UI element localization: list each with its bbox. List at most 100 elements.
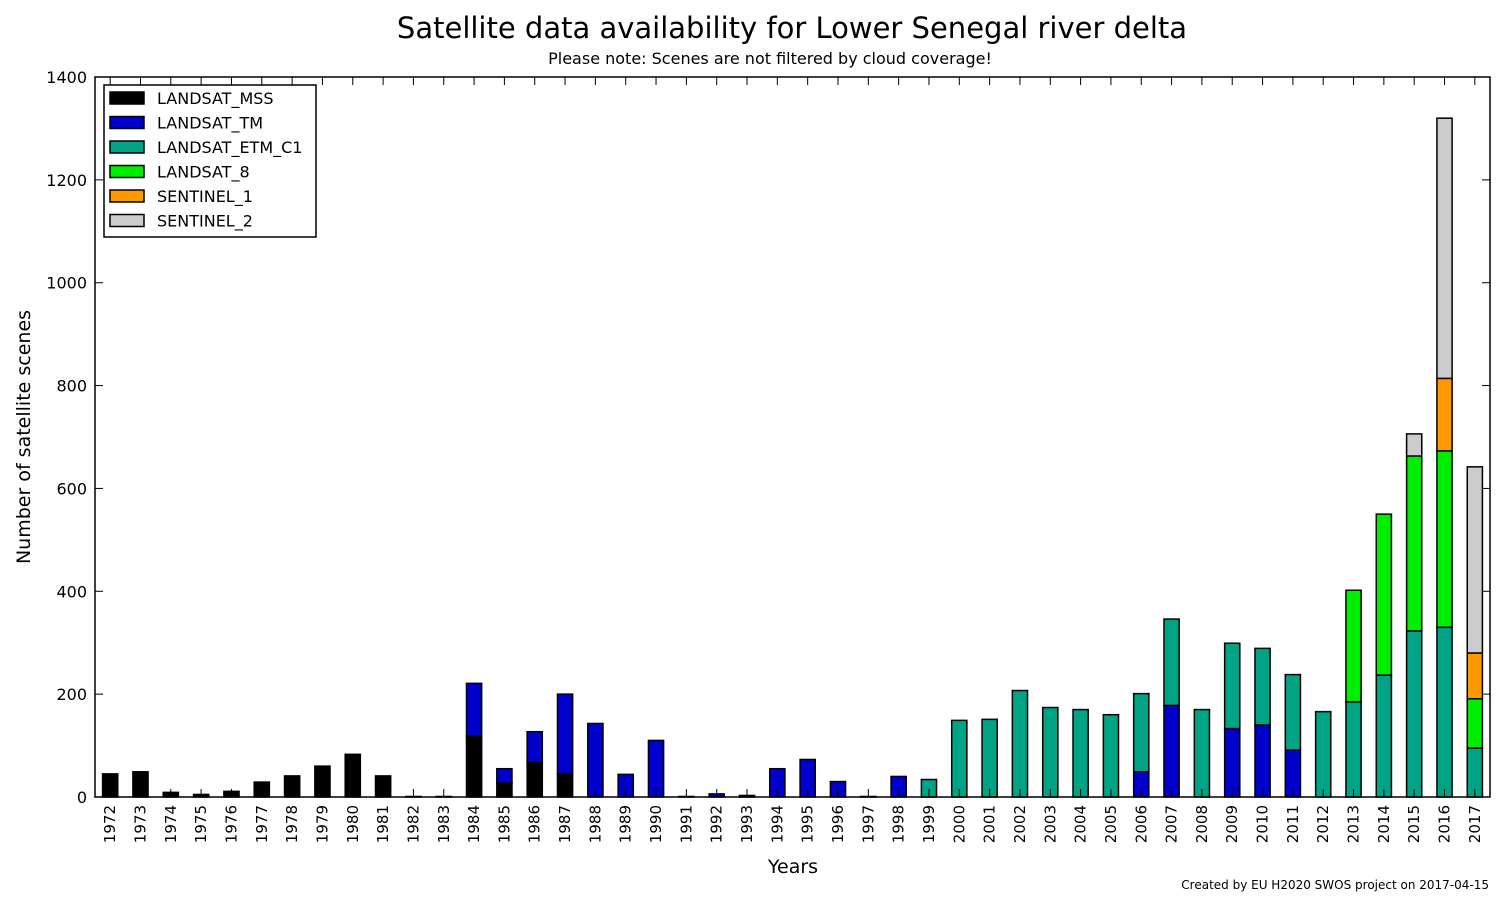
legend-label-landsat-etm-c1: LANDSAT_ETM_C1 — [157, 138, 302, 158]
bar-landsat-etm-c1-2013 — [1345, 701, 1362, 798]
x-tick-label: 1999 — [920, 805, 938, 843]
x-axis: 1972 1973 1974 1975 1976 1977 1978 1979 1980 1981… — [101, 77, 1484, 843]
bar-landsat-etm-c1-2010 — [1254, 647, 1271, 726]
bar-landsat-etm-c1-2005 — [1102, 713, 1120, 798]
x-tick-label: 2010 — [1254, 805, 1272, 843]
x-tick-label: 1988 — [586, 805, 604, 843]
x-tick-label: 1996 — [829, 805, 847, 843]
x-tick-label: 2004 — [1072, 805, 1090, 843]
x-tick-label: 1980 — [344, 805, 362, 843]
bar-landsat-tm-1987 — [556, 693, 574, 775]
bar-landsat-tm-1990 — [647, 739, 665, 798]
x-tick-label: 1972 — [101, 805, 119, 843]
x-tick-label: 1973 — [131, 805, 149, 843]
x-tick-label: 1978 — [283, 805, 301, 843]
legend-label-sentinel-1: SENTINEL_1 — [157, 187, 253, 207]
legend-frame — [103, 84, 317, 238]
bar-landsat-etm-c1-2011 — [1284, 673, 1302, 751]
bar-landsat-tm-2007 — [1163, 704, 1180, 798]
x-tick-label: 1975 — [192, 805, 210, 843]
bar-landsat-tm-2010 — [1254, 724, 1271, 798]
legend-label-landsat-mss: LANDSAT_MSS — [157, 89, 274, 109]
bar-landsat-8-2016 — [1436, 450, 1453, 629]
bar-landsat-etm-c1-2009 — [1223, 642, 1241, 730]
legend-swatch-sentinel-1 — [109, 189, 145, 203]
bar-landsat-8-2017 — [1466, 698, 1484, 749]
x-tick-label: 1987 — [556, 805, 574, 843]
x-tick-label: 2017 — [1466, 805, 1484, 843]
x-tick-label: 2014 — [1375, 805, 1393, 843]
bar-landsat-tm-1986 — [526, 730, 544, 764]
x-tick-label: 1981 — [374, 805, 392, 843]
y-tick-label: 800 — [56, 377, 87, 396]
bar-landsat-mss-1984 — [465, 735, 483, 798]
legend-swatch-sentinel-2 — [109, 213, 145, 228]
bar-landsat-tm-1985 — [496, 767, 513, 784]
bar-landsat-etm-c1-2004 — [1072, 708, 1089, 798]
x-tick-label: 1986 — [526, 805, 544, 843]
x-tick-label: 2001 — [981, 805, 999, 843]
x-tick-label: 1994 — [768, 805, 786, 843]
y-tick-label: 200 — [56, 685, 87, 704]
bar-sentinel-1-2016 — [1436, 377, 1453, 452]
x-tick-label: 2015 — [1405, 805, 1423, 843]
x-tick-label: 2002 — [1011, 805, 1029, 843]
bar-landsat-etm-c1-2001 — [981, 718, 998, 798]
y-tick-label: 1400 — [46, 68, 87, 87]
bar-sentinel-1-2017 — [1466, 652, 1484, 700]
bar-landsat-tm-1984 — [465, 682, 483, 738]
y-tick-label: 0 — [77, 788, 87, 807]
x-tick-label: 2003 — [1041, 805, 1059, 843]
x-tick-label: 1976 — [222, 805, 240, 843]
bar-landsat-etm-c1-2016 — [1436, 626, 1453, 798]
x-tick-label: 1990 — [647, 805, 665, 843]
x-axis-label: Years — [767, 856, 818, 878]
bar-landsat-etm-c1-2014 — [1375, 674, 1393, 798]
legend-label-landsat-tm: LANDSAT_TM — [157, 114, 263, 134]
x-tick-label: 2006 — [1132, 805, 1150, 843]
bar-landsat-8-2015 — [1405, 455, 1423, 632]
legend-swatch-landsat-mss — [109, 91, 145, 105]
bar-landsat-etm-c1-2000 — [950, 719, 968, 798]
x-tick-label: 1977 — [253, 805, 271, 843]
x-tick-label: 1979 — [313, 805, 331, 843]
x-tick-label: 1993 — [738, 805, 756, 843]
footer-credit: Created by EU H2020 SWOS project on 2017… — [1181, 878, 1489, 892]
x-tick-label: 2011 — [1284, 805, 1302, 843]
bar-landsat-etm-c1-2006 — [1132, 692, 1150, 773]
legend-swatch-landsat-8 — [109, 164, 145, 179]
chart-title: Satellite data availability for Lower Se… — [397, 11, 1187, 45]
x-tick-label: 1974 — [162, 805, 180, 843]
legend-swatch-landsat-etm-c1 — [109, 140, 145, 154]
y-tick-label: 1200 — [46, 171, 87, 190]
bar-landsat-etm-c1-2002 — [1011, 689, 1029, 798]
y-tick-label: 1000 — [46, 274, 87, 293]
bar-landsat-tm-2009 — [1223, 727, 1241, 798]
legend-swatch-landsat-tm — [109, 115, 145, 130]
bar-sentinel-2-2017 — [1466, 466, 1484, 654]
legend-label-landsat-8: LANDSAT_8 — [157, 163, 250, 183]
bar-landsat-tm-1988 — [587, 722, 604, 798]
x-tick-label: 1983 — [435, 805, 453, 843]
x-tick-label: 1995 — [799, 805, 817, 843]
x-tick-label: 1992 — [708, 805, 726, 843]
y-tick-label: 400 — [56, 582, 87, 601]
x-tick-label: 2012 — [1314, 805, 1332, 843]
bar-landsat-etm-c1-2007 — [1163, 618, 1180, 707]
bar-landsat-8-2013 — [1345, 589, 1362, 703]
x-tick-label: 2005 — [1102, 805, 1120, 843]
bar-landsat-etm-c1-2008 — [1193, 708, 1211, 798]
x-tick-label: 1997 — [859, 805, 877, 843]
chart-subtitle: Please note: Scenes are not filtered by … — [548, 49, 992, 68]
x-tick-label: 1989 — [617, 805, 635, 843]
bar-landsat-etm-c1-2012 — [1314, 710, 1332, 798]
y-tick-label: 600 — [56, 479, 87, 498]
y-axis: 0 200 400 600 800 1000 1200 1400 — [46, 68, 1490, 807]
x-tick-label: 2009 — [1223, 805, 1241, 843]
x-tick-label: 2016 — [1436, 805, 1454, 843]
x-tick-label: 2008 — [1193, 805, 1211, 843]
x-tick-label: 1982 — [404, 805, 422, 843]
bar-landsat-8-2014 — [1375, 513, 1393, 676]
bar-sentinel-2-2015 — [1405, 433, 1423, 457]
